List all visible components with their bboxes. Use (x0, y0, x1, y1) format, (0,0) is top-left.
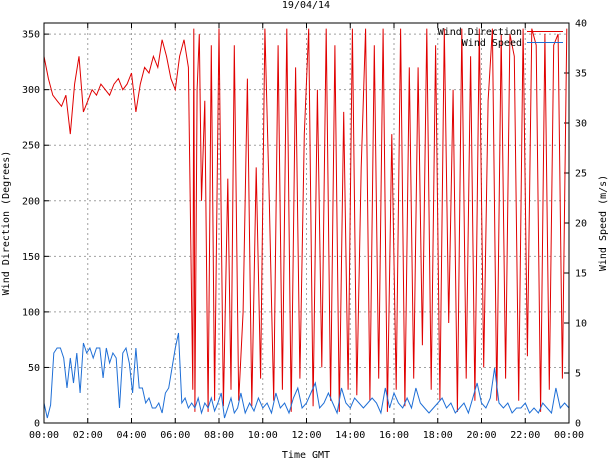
y-right-tick-label: 35 (575, 69, 587, 80)
y-right-tick-label: 40 (575, 19, 587, 30)
x-tick-label: 00:00 (29, 430, 59, 441)
y-right-tick-label: 30 (575, 119, 587, 130)
x-axis-label: Time GMT (282, 450, 330, 459)
plot-frame (43, 22, 570, 424)
x-tick-label: 08:00 (204, 430, 234, 441)
y-left-tick-label: 100 (22, 307, 40, 318)
y-left-tick-label: 150 (22, 252, 40, 263)
y-left-tick-label: 300 (22, 85, 40, 96)
y-left-tick-label: 350 (22, 30, 40, 41)
y-left-tick-label: 250 (22, 141, 40, 152)
x-tick-label: 14:00 (335, 430, 365, 441)
x-tick-label: 18:00 (423, 430, 453, 441)
y-axis-label-left: Wind Direction (Degrees) (1, 151, 12, 296)
series-layer (43, 28, 570, 419)
legend-label: Wind Direction (438, 27, 522, 38)
x-tick-label: 20:00 (466, 430, 496, 441)
chart-title: 19/04/14 (282, 0, 330, 11)
y-right-tick-label: 25 (575, 169, 587, 180)
y-left-tick-label: 200 (22, 196, 40, 207)
y-left-tick-label: 0 (34, 419, 40, 430)
x-tick-label: 06:00 (160, 430, 190, 441)
x-tick-label: 02:00 (73, 430, 103, 441)
y-right-tick-label: 20 (575, 219, 587, 230)
y-right-tick-label: 10 (575, 319, 587, 330)
y-left-tick-label: 50 (28, 363, 40, 374)
series-line-wind-speed (43, 332, 570, 419)
x-tick-label: 04:00 (116, 430, 146, 441)
x-tick-label: 00:00 (554, 430, 584, 441)
x-tick-label: 22:00 (510, 430, 540, 441)
y-axis-label-right: Wind Speed (m/s) (598, 175, 609, 271)
y-right-tick-label: 0 (575, 419, 581, 430)
series-line-wind-direction (43, 28, 568, 412)
y-right-tick-label: 5 (575, 369, 581, 380)
x-tick-label: 12:00 (291, 430, 321, 441)
axes: 00:00 02:00 04:00 06:00 08:00 10:00 12:00 14:00… (22, 19, 587, 442)
x-tick-label: 16:00 (379, 430, 409, 441)
x-tick-label: 10:00 (248, 430, 278, 441)
y-right-tick-label: 15 (575, 269, 587, 280)
legend-label: Wind Speed (462, 38, 522, 49)
